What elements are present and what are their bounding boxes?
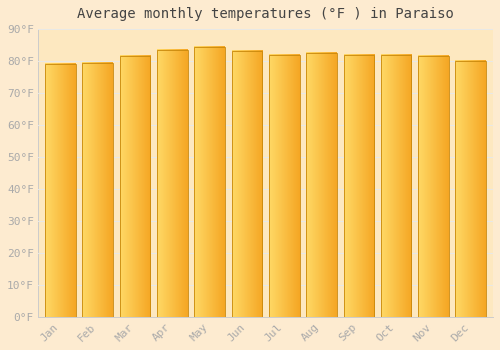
Bar	[269, 55, 300, 317]
Bar	[194, 47, 225, 317]
Bar	[157, 50, 188, 317]
Bar	[45, 64, 76, 317]
Bar	[418, 56, 448, 317]
Bar	[232, 51, 262, 317]
Bar	[82, 63, 113, 317]
Bar	[456, 61, 486, 317]
Bar	[120, 56, 150, 317]
Bar	[306, 53, 337, 317]
Bar	[344, 55, 374, 317]
Title: Average monthly temperatures (°F ) in Paraiso: Average monthly temperatures (°F ) in Pa…	[77, 7, 454, 21]
Bar	[381, 55, 412, 317]
